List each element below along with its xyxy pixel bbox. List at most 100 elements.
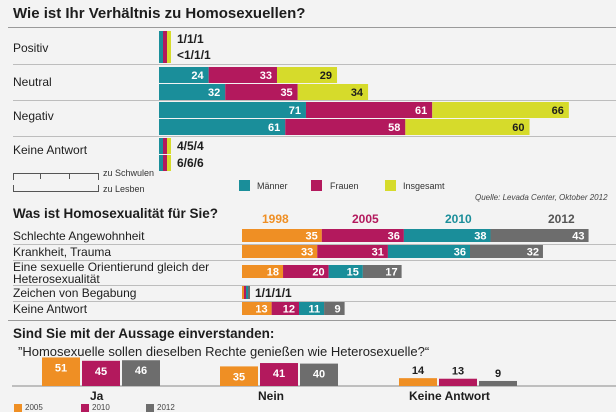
bar-value-label: 41 (273, 368, 285, 380)
year-2012-label: 2012 (548, 212, 575, 226)
legend-insgesamt-label: Insgesamt (403, 181, 445, 191)
bar-1998-1 (242, 229, 322, 242)
bar-1998-4 (242, 286, 244, 299)
legend-schwule-label: zu Schwulen (103, 168, 155, 178)
bar-value-label: 9 (334, 304, 340, 316)
bar-value-label: 29 (320, 70, 332, 82)
bar-value-label: 18 (267, 267, 279, 279)
bar-value-label: 71 (289, 105, 301, 117)
cause-label-angewohnheit: Schlechte Angewohnheit (13, 229, 145, 243)
bar-value-label: 36 (388, 231, 400, 243)
bar-frauen-keine-antwort-lesben (163, 155, 167, 171)
bar-value-label: 33 (301, 247, 313, 259)
row-label-keine-antwort: Keine Antwort (13, 143, 88, 157)
bar-frauen-negativ-schwule (305, 102, 433, 118)
bar-2012-5 (324, 302, 345, 315)
bar-2010-1 (403, 229, 491, 242)
bar-männer-negativ-lesben (159, 119, 286, 135)
cause-label-keine-antwort: Keine Antwort (13, 302, 88, 316)
bar-frauen-keine-antwort-schwule (163, 138, 167, 154)
bar-frauen-positiv-lesben (163, 47, 167, 63)
bar-frauen-negativ-lesben (285, 119, 406, 135)
bar-value-label: 35 (306, 231, 318, 243)
bar-value-label: 43 (572, 231, 584, 243)
bar-1998-2 (242, 245, 318, 258)
row-divider (13, 285, 616, 286)
bar-frauen-positiv-schwule (163, 31, 167, 47)
bar-2005-keine-antwort (399, 378, 437, 386)
bar-insgesamt-negativ-schwule (432, 102, 569, 118)
section2-title: Was ist Homosexualität für Sie? (13, 206, 219, 221)
legend-2005-label: 2005 (25, 403, 43, 412)
row-divider (13, 100, 616, 101)
row-divider (13, 64, 616, 65)
group-label-keine-antwort: Keine Antwort (409, 389, 490, 403)
bar-value-label: 45 (95, 366, 107, 378)
bar-männer-positiv-lesben (159, 47, 163, 63)
outside-value-label: 1/1/1 (177, 32, 204, 46)
bar-value-label: 34 (351, 87, 364, 99)
bar-insgesamt-positiv-schwule (167, 31, 171, 47)
bar-value-label: 38 (474, 231, 486, 243)
legend-maenner-swatch (239, 180, 250, 191)
bar-2012-4 (248, 286, 250, 299)
bar-value-label: 36 (454, 247, 466, 259)
divider (8, 27, 616, 28)
bar-insgesamt-negativ-lesben (405, 119, 530, 135)
bar-2010-nein (260, 363, 298, 386)
bar-value-label: 35 (280, 87, 292, 99)
bar-insgesamt-neutral-schwule (276, 67, 338, 83)
legend-2005-swatch (14, 404, 22, 412)
year-2010-label: 2010 (445, 212, 472, 226)
legend-frauen-swatch (311, 180, 322, 191)
row-label-neutral: Neutral (13, 75, 52, 89)
bar-1998-5 (242, 302, 272, 315)
outside-value-label: 6/6/6 (177, 156, 204, 170)
row-divider (13, 136, 616, 137)
divider (8, 320, 616, 321)
section3-title: Sind Sie mit der Aussage einverstanden: (13, 326, 275, 341)
bar-2010-4 (246, 286, 248, 299)
bar-männer-negativ-schwule (159, 102, 306, 118)
bar-insgesamt-keine-antwort-lesben (167, 155, 171, 171)
bar-2005-nein (220, 366, 258, 386)
section3-quote: ”Homosexuelle sollen dieselben Rechte ge… (18, 344, 430, 359)
bar-value-label: 66 (552, 105, 564, 117)
cause-label-krankheit: Krankheit, Trauma (13, 245, 112, 259)
bar-value-label: 13 (452, 366, 464, 378)
bar-männer-positiv-schwule (159, 31, 163, 47)
bar-value-label: 11 (308, 304, 320, 316)
bar-männer-neutral-schwule (159, 67, 209, 83)
group-label-nein: Nein (258, 389, 285, 403)
row-label-positiv: Positiv (13, 41, 49, 55)
bar-value-label: 32 (208, 87, 220, 99)
legend-frauen-label: Frauen (330, 181, 359, 191)
bar-value-label: 33 (260, 70, 272, 82)
bar-value-label: 61 (268, 122, 280, 134)
bar-value-label: 12 (283, 304, 295, 316)
legend-maenner-label: Männer (257, 181, 288, 191)
bar-2012-1 (490, 229, 589, 242)
bar-2012-3 (362, 265, 402, 278)
row-divider (13, 244, 616, 245)
bar-1998-3 (242, 265, 284, 278)
bar-2005-3 (283, 265, 329, 278)
bar-value-label: 14 (412, 365, 425, 377)
row-divider (13, 301, 616, 302)
bar-value-label: 15 (347, 267, 359, 279)
cause-label-begabung: Zeichen von Begabung (13, 286, 137, 300)
bar-value-label: 60 (512, 122, 524, 134)
bar-2012-keine-antwort (479, 380, 517, 386)
bar-insgesamt-neutral-lesben (297, 84, 369, 100)
bar-2012-2 (470, 245, 543, 258)
bar-value-label: 46 (135, 365, 147, 377)
bar-value-label: 24 (191, 70, 204, 82)
bar-2010-5 (299, 302, 325, 315)
bar-insgesamt-positiv-lesben (167, 47, 171, 63)
bar-2005-ja (42, 357, 80, 386)
bar-value-label: 58 (388, 122, 400, 134)
bar-value-label: 13 (255, 304, 267, 316)
bar-value-label: 32 (527, 247, 539, 259)
bar-value-label: 20 (312, 267, 324, 279)
